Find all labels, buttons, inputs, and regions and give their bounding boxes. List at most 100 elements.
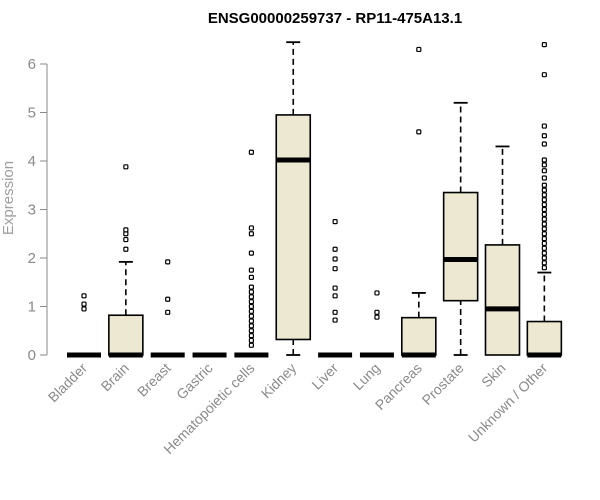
- outlier-point: [332, 293, 338, 299]
- outlier-point: [416, 129, 422, 135]
- category-label: Lung: [350, 360, 383, 393]
- outlier-point: [123, 227, 129, 233]
- y-tick-label: 1: [28, 299, 36, 316]
- outlier-point: [541, 123, 547, 129]
- outlier-point: [541, 175, 547, 181]
- box-hematopoietic-cells: [234, 149, 269, 358]
- outlier-point: [332, 266, 338, 272]
- outlier-point: [248, 267, 254, 273]
- outlier-point: [123, 246, 129, 252]
- outlier-point: [541, 72, 547, 78]
- y-axis-label: Expression: [0, 161, 17, 235]
- outlier-point: [541, 168, 547, 174]
- outlier-point: [541, 211, 547, 217]
- outlier-point: [541, 162, 547, 168]
- outlier-point: [248, 299, 254, 305]
- outlier-point: [374, 309, 380, 315]
- outlier-point: [541, 202, 547, 208]
- outlier-point: [248, 231, 254, 237]
- outlier-point: [81, 293, 87, 299]
- outlier-point: [165, 309, 171, 315]
- box-breast: [150, 259, 185, 358]
- outlier-point: [374, 314, 380, 320]
- outlier-point: [541, 250, 547, 256]
- outlier-point: [541, 231, 547, 237]
- outlier-point: [374, 290, 380, 296]
- y-tick-label: 3: [28, 202, 36, 219]
- outlier-point: [248, 308, 254, 314]
- chart-title: ENSG00000259737 - RP11-475A13.1: [208, 10, 462, 27]
- outlier-point: [248, 318, 254, 324]
- category-label: Unknown / Other: [465, 360, 551, 446]
- outlier-point: [248, 294, 254, 300]
- outlier-point: [541, 133, 547, 139]
- box-iqr: [526, 320, 563, 356]
- outlier-point: [248, 337, 254, 344]
- category-label: Breast: [134, 360, 174, 400]
- category-label: Skin: [478, 360, 509, 391]
- outlier-point: [248, 323, 254, 329]
- outlier-point: [416, 46, 422, 53]
- box-kidney: [275, 41, 312, 356]
- category-label: Prostate: [419, 360, 467, 408]
- outlier-point: [248, 274, 254, 280]
- outlier-point: [541, 265, 547, 271]
- outlier-point: [332, 219, 338, 225]
- outlier-point: [541, 197, 547, 203]
- outlier-point: [248, 313, 254, 319]
- outlier-point: [332, 256, 338, 262]
- outlier-point: [541, 240, 547, 247]
- outlier-point: [248, 149, 254, 155]
- outlier-point: [541, 206, 547, 213]
- outlier-point: [248, 303, 254, 310]
- category-label: Brain: [98, 360, 132, 394]
- outlier-point: [541, 192, 547, 198]
- outlier-point: [541, 221, 547, 227]
- box-iqr: [442, 191, 479, 302]
- box-skin: [484, 145, 521, 356]
- outlier-point: [332, 285, 338, 291]
- category-label: Kidney: [258, 360, 300, 402]
- box-bladder: [67, 293, 101, 358]
- outlier-point: [165, 259, 171, 265]
- outlier-point: [541, 245, 547, 251]
- outlier-point: [541, 255, 547, 261]
- box-iqr: [484, 244, 521, 356]
- category-label: Pancreas: [372, 360, 425, 413]
- y-tick-label: 6: [28, 56, 36, 73]
- outlier-point: [541, 236, 547, 242]
- outlier-point: [541, 187, 547, 193]
- outlier-point: [248, 328, 254, 334]
- category-label: Bladder: [45, 360, 91, 406]
- outlier-point: [541, 141, 547, 147]
- outlier-point: [541, 226, 547, 232]
- box-prostate: [442, 101, 479, 356]
- box-lung: [359, 290, 394, 358]
- y-tick-label: 5: [28, 105, 36, 122]
- outlier-point: [165, 296, 171, 302]
- outlier-point: [248, 289, 254, 295]
- box-liver: [318, 219, 353, 358]
- outlier-point: [248, 284, 254, 290]
- y-tick-label: 0: [28, 347, 36, 364]
- outlier-point: [248, 333, 254, 339]
- box-unknown-other: [526, 41, 563, 358]
- y-tick-label: 2: [28, 250, 36, 267]
- outlier-point: [332, 317, 338, 323]
- plot-area: [67, 41, 563, 358]
- outlier-point: [81, 306, 87, 312]
- outlier-point: [81, 301, 87, 307]
- outlier-point: [248, 250, 254, 256]
- box-iqr: [400, 316, 437, 356]
- outlier-point: [332, 246, 338, 252]
- outlier-point: [541, 157, 547, 163]
- category-label: Liver: [308, 360, 341, 393]
- box-iqr: [275, 114, 312, 341]
- outlier-point: [123, 236, 129, 243]
- outlier-point: [332, 309, 338, 315]
- box-iqr: [108, 314, 144, 356]
- y-tick-label: 4: [28, 153, 36, 170]
- outlier-point: [248, 342, 254, 348]
